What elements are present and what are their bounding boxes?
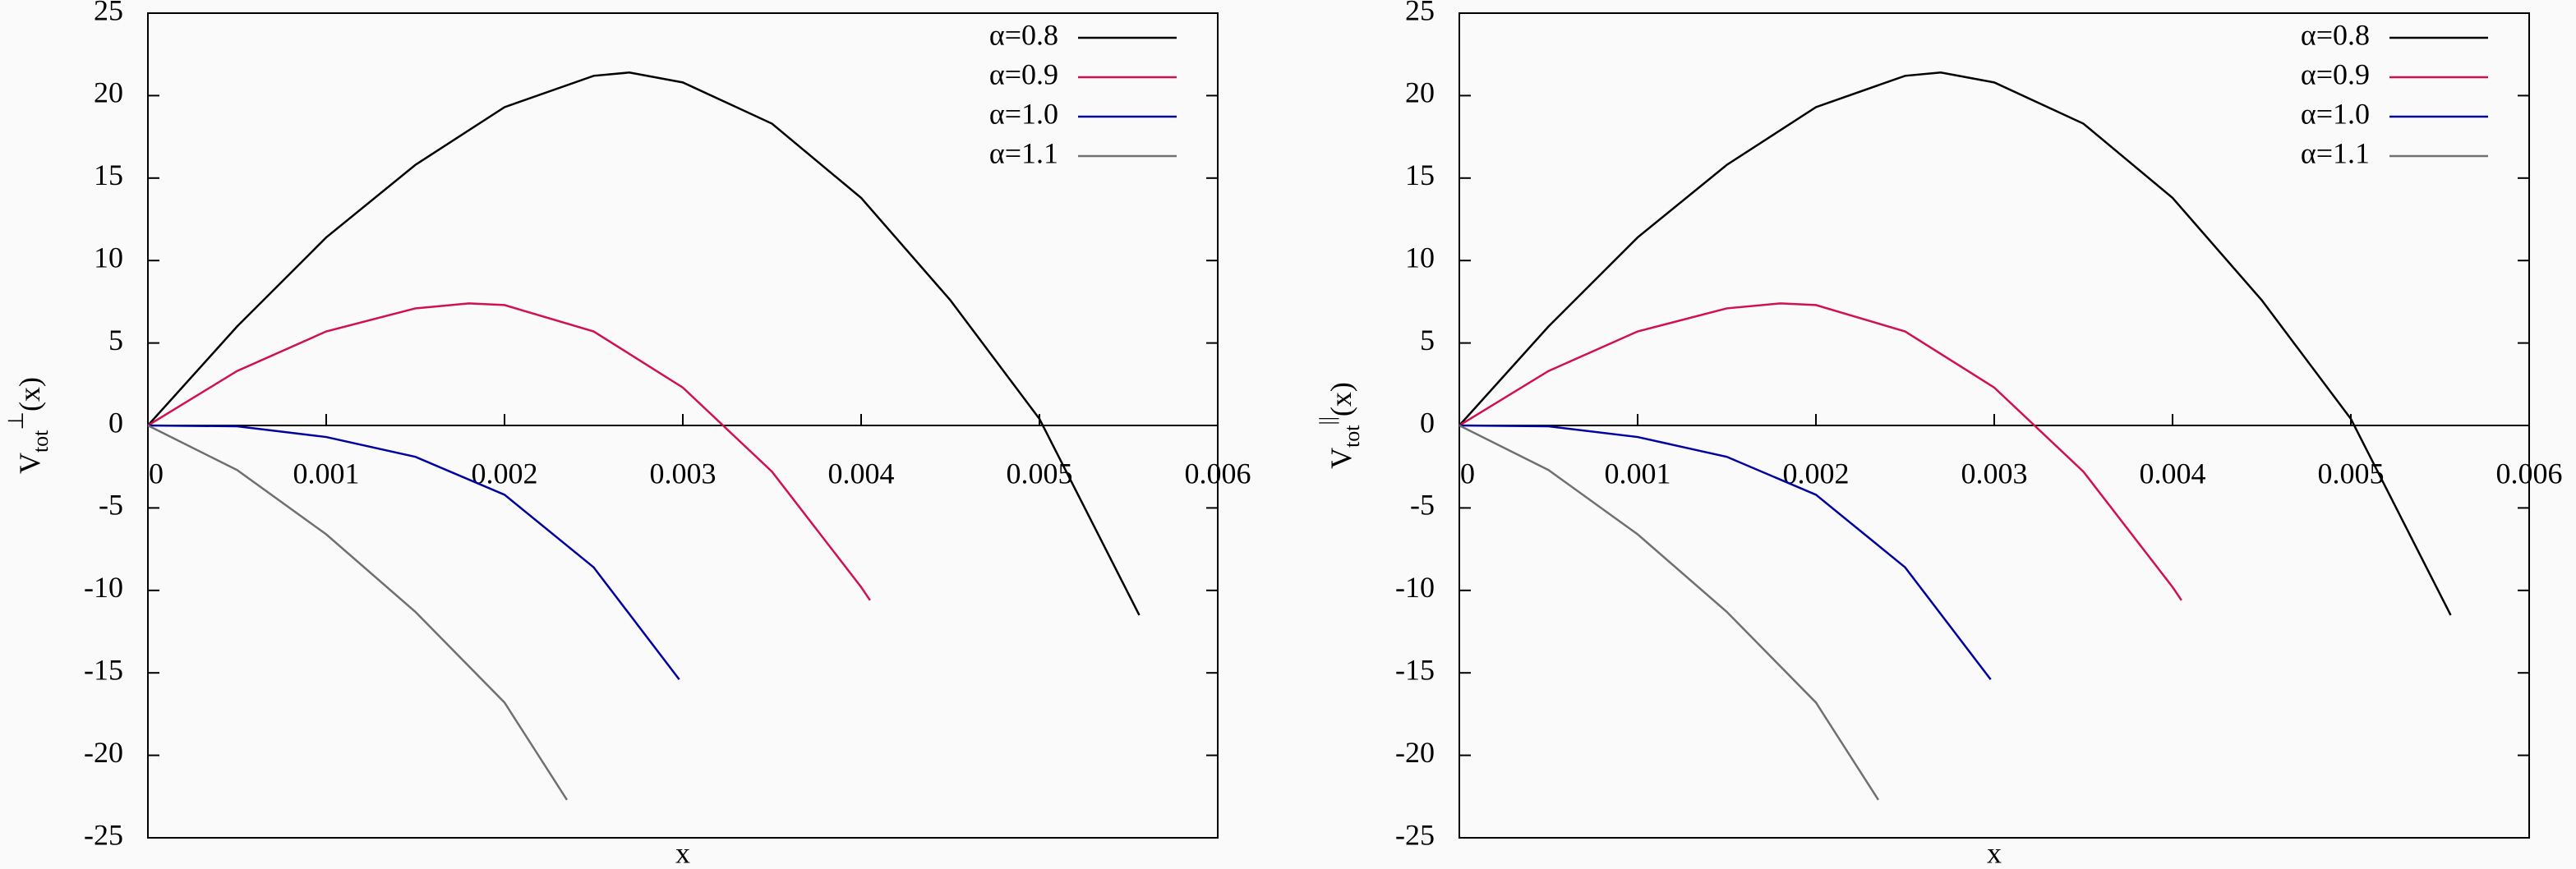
y-tick-label: 20 — [1405, 76, 1435, 109]
y-tick-label: -5 — [1410, 489, 1435, 522]
legend-label: α=1.1 — [989, 136, 1058, 169]
y-tick-label: -25 — [84, 818, 123, 851]
x-tick-label: 0.006 — [2496, 457, 2563, 490]
y-label-sub: tot — [1340, 425, 1364, 448]
series-line — [147, 424, 680, 680]
y-tick-label: -5 — [99, 489, 123, 522]
legend-label: α=1.0 — [989, 97, 1058, 130]
y-label-sup: || — [1316, 416, 1339, 425]
y-tick-label: 0 — [1420, 406, 1435, 439]
y-tick-label: 15 — [94, 159, 123, 191]
legend-label: α=0.9 — [2301, 57, 2370, 90]
y-tick-label: 5 — [1420, 324, 1435, 356]
y-axis-label: Vtot⊥(x) — [4, 377, 53, 474]
x-tick-label: 0.005 — [1007, 457, 1073, 490]
y-tick-label: 5 — [108, 324, 123, 356]
legend-label: α=0.8 — [989, 18, 1058, 51]
x-tick-label: 0.003 — [1961, 457, 2028, 490]
y-tick-label: -15 — [1395, 653, 1435, 686]
y-label-base: V — [13, 453, 46, 474]
legend-label: α=1.0 — [2301, 97, 2370, 130]
y-tick-label: -20 — [84, 736, 123, 769]
legend-label: α=0.8 — [2301, 18, 2370, 51]
x-tick-label: 0.006 — [1185, 457, 1251, 490]
y-label-sup: ⊥ — [4, 412, 28, 430]
y-tick-label: 0 — [108, 406, 123, 439]
series-line — [147, 424, 569, 801]
y-tick-label: 25 — [94, 0, 123, 26]
x-tick-label: 0.004 — [2140, 457, 2206, 490]
x-tick-label: 0.001 — [293, 457, 360, 490]
x-axis-label: x — [1987, 836, 2002, 869]
legend-label: α=1.1 — [2301, 136, 2370, 169]
x-tick-label: 0 — [149, 457, 164, 490]
series-line — [1459, 424, 1880, 801]
y-tick-label: 25 — [1405, 0, 1435, 26]
y-tick-label: -20 — [1395, 736, 1435, 769]
y-tick-label: -10 — [1395, 571, 1435, 604]
y-label-tail: (x) — [1325, 382, 1357, 416]
y-label-base: V — [1325, 448, 1357, 469]
legend-label: α=0.9 — [989, 57, 1058, 90]
y-label-tail: (x) — [13, 377, 46, 412]
y-tick-label: 15 — [1405, 159, 1435, 191]
y-axis-label: Vtot||(x) — [1316, 382, 1364, 469]
series-line — [1459, 302, 2182, 601]
y-tick-label: -10 — [84, 571, 123, 604]
x-tick-label: 0 — [1460, 457, 1475, 490]
y-tick-label: 20 — [94, 76, 123, 109]
y-label-sub: tot — [29, 430, 53, 453]
x-tick-label: 0.001 — [1605, 457, 1671, 490]
x-tick-label: 0.003 — [650, 457, 717, 490]
series-line — [147, 71, 1141, 616]
y-tick-label: -25 — [1395, 818, 1435, 851]
x-tick-label: 0.004 — [828, 457, 895, 490]
series-line — [1459, 71, 2452, 616]
y-tick-label: -15 — [84, 653, 123, 686]
y-tick-label: 10 — [1405, 241, 1435, 274]
series-line — [1459, 424, 1992, 680]
x-tick-label: 0.005 — [2318, 457, 2385, 490]
series-line — [147, 302, 871, 601]
y-tick-label: 10 — [94, 241, 123, 274]
x-axis-label: x — [675, 836, 690, 869]
